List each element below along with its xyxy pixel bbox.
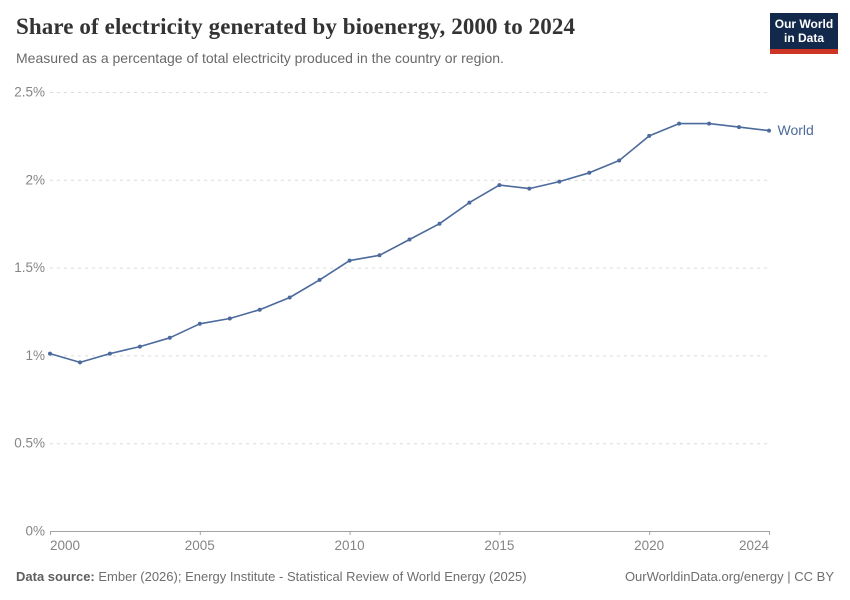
data-point	[257, 307, 262, 312]
x-tick-label: 2020	[634, 538, 664, 553]
data-point	[467, 200, 472, 205]
data-point	[137, 344, 142, 349]
chart-title: Share of electricity generated by bioene…	[16, 14, 576, 39]
data-point	[437, 221, 442, 226]
y-tick-label: 1.5%	[14, 260, 45, 275]
y-tick-label: 2.5%	[14, 85, 45, 100]
data-point	[107, 351, 112, 356]
data-source-value: Ember (2026); Energy Institute - Statist…	[94, 569, 527, 584]
data-point	[317, 277, 322, 282]
owid-logo-line1: Our World	[774, 17, 834, 31]
data-point	[647, 133, 652, 138]
x-tick-label: 2024	[739, 538, 770, 553]
data-point	[767, 128, 771, 133]
x-tick-label: 2005	[185, 538, 215, 553]
data-point	[197, 321, 202, 326]
data-source-text: Data source: Ember (2026); Energy Instit…	[16, 569, 527, 584]
y-tick-label: 1%	[25, 348, 45, 363]
data-point	[347, 258, 352, 263]
x-tick-label: 2010	[335, 538, 365, 553]
data-point	[377, 253, 382, 258]
data-source-label: Data source:	[16, 569, 95, 584]
data-line	[49, 122, 770, 364]
data-point	[497, 183, 502, 188]
data-point	[527, 186, 532, 191]
owid-logo-line2: in Data	[783, 31, 824, 45]
data-point	[737, 125, 741, 130]
chart-footer: Data source: Ember (2026); Energy Instit…	[16, 569, 834, 584]
data-point	[78, 360, 82, 365]
chart-subtitle: Measured as a percentage of total electr…	[16, 50, 504, 66]
data-point	[287, 295, 292, 300]
data-point	[557, 179, 562, 184]
site-license-text: OurWorldinData.org/energy | CC BY	[624, 569, 834, 584]
data-point	[407, 237, 412, 242]
data-point	[167, 335, 172, 340]
owid-logo: Our World in Data	[770, 13, 838, 54]
y-tick-label: 0%	[25, 524, 45, 539]
data-point	[677, 121, 682, 126]
series-label: World	[778, 122, 814, 138]
data-point	[48, 351, 52, 356]
x-tick-label: 2015	[484, 538, 514, 553]
x-tick-label: 2000	[50, 538, 80, 553]
data-point	[587, 170, 592, 175]
y-tick-label: 2%	[25, 172, 45, 187]
data-point	[617, 158, 622, 163]
y-tick-label: 0.5%	[14, 436, 45, 451]
data-point	[227, 316, 232, 321]
data-point	[707, 121, 712, 126]
